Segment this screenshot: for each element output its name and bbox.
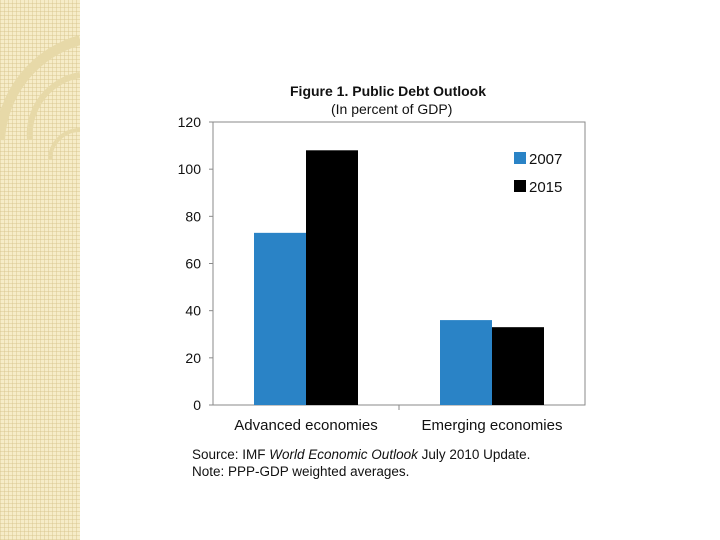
bar-2015-0 [306, 150, 358, 405]
chart-subtitle: (In percent of GDP) [331, 101, 453, 117]
bar-2007-1 [440, 320, 492, 405]
chart-title: Figure 1. Public Debt Outlook [290, 83, 487, 99]
y-tick-label: 0 [193, 397, 201, 413]
y-tick-label: 20 [185, 350, 201, 366]
bar-2015-1 [492, 327, 544, 405]
bar-2007-0 [254, 232, 306, 405]
source-suffix: July 2010 Update. [417, 447, 531, 462]
source-caption: Source: IMF World Economic Outlook July … [192, 447, 530, 462]
source-title: World Economic Outlook [269, 447, 418, 462]
y-tick-label: 40 [185, 303, 201, 319]
legend-label-2007: 2007 [529, 151, 562, 168]
legend-label-2015: 2015 [529, 179, 562, 196]
legend-swatch-2007 [514, 152, 526, 164]
legend-swatch-2015 [514, 180, 526, 192]
source-prefix: Source: IMF [192, 447, 270, 462]
y-tick-label: 60 [185, 256, 201, 272]
decorative-side-strip [0, 0, 80, 540]
y-tick-label: 120 [178, 114, 202, 130]
y-tick-label: 100 [178, 161, 202, 177]
note-caption: Note: PPP-GDP weighted averages. [192, 464, 410, 479]
x-category-label: Emerging economies [422, 417, 563, 434]
decorative-arc-icon [0, 35, 80, 161]
x-category-label: Advanced economies [234, 417, 377, 434]
y-tick-label: 80 [185, 208, 201, 224]
